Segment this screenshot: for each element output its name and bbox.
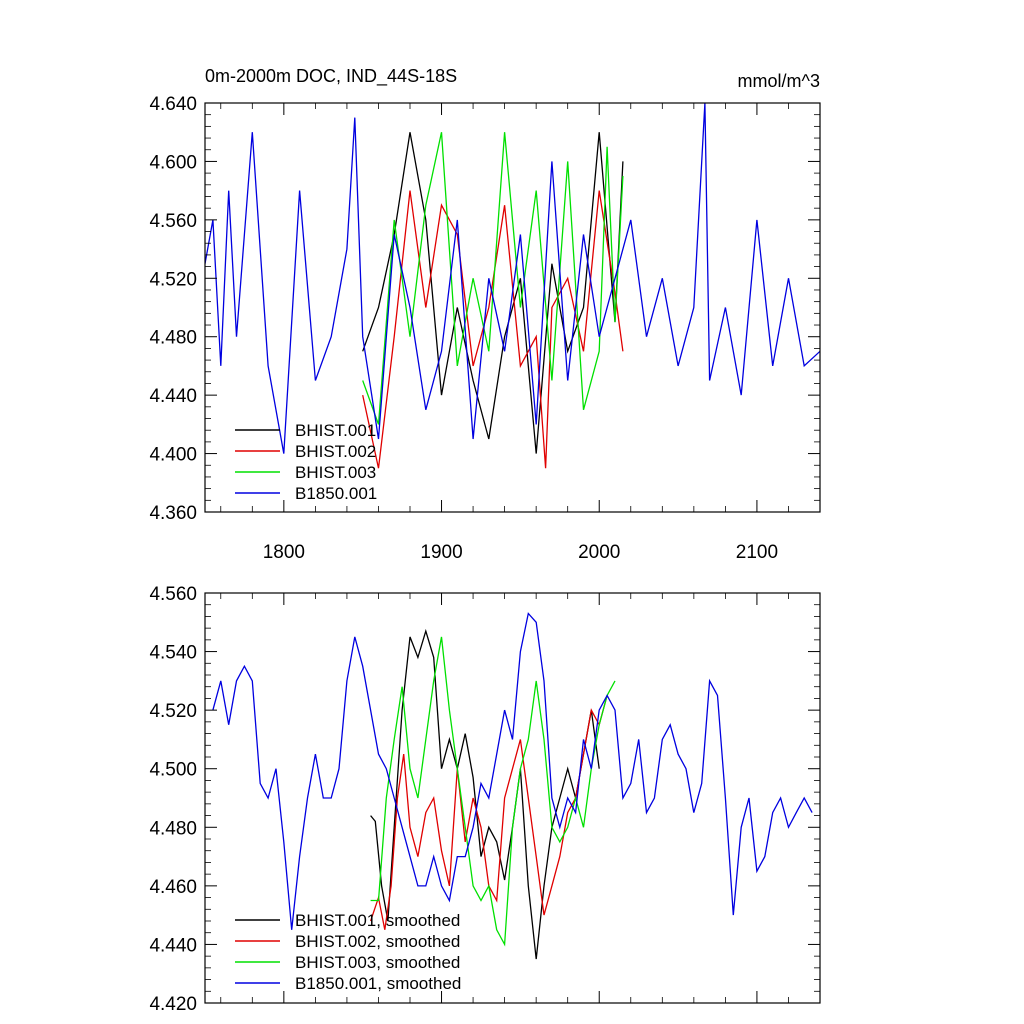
series-line-bhist-001: [362, 132, 624, 454]
series-group: [212, 612, 813, 960]
y-tick-label: 4.540: [149, 643, 197, 664]
legend-label: BHIST.001: [295, 421, 376, 440]
chart-units: mmol/m^3: [738, 71, 820, 91]
y-tick-label: 4.520: [149, 269, 197, 290]
series-group: [205, 103, 820, 469]
y-tick-label: 4.420: [149, 994, 197, 1015]
bottom-panel: 4.420 4.440 4.460 4.480 4.500 4.520 4.540 4.560…: [149, 584, 821, 1015]
y-tick-label: 4.520: [149, 701, 197, 722]
top-panel: 4.360 4.400 4.440 4.480 4.520 4.560 4.600 4.640…: [149, 94, 821, 563]
series-line-b1850-001: [212, 612, 813, 930]
y-tick-label: 4.500: [149, 760, 197, 781]
y-tick-label: 4.480: [149, 328, 197, 349]
series-line-bhist-003: [362, 132, 624, 425]
y-tick-label: 4.460: [149, 877, 197, 898]
y-tick-label: 4.440: [149, 935, 197, 956]
series-line-bhist-002: [362, 190, 624, 469]
y-tick-label: 4.640: [149, 94, 197, 115]
x-tick-label: 2000: [578, 542, 620, 563]
legend-label: BHIST.003: [295, 463, 376, 482]
legend-label: BHIST.001, smoothed: [295, 911, 460, 930]
y-tick-label: 4.440: [149, 386, 197, 407]
chart-title: 0m-2000m DOC, IND_44S-18S: [205, 66, 457, 87]
legend-label: BHIST.003, smoothed: [295, 953, 460, 972]
legend-label: BHIST.002: [295, 442, 376, 461]
series-line-bhist-003: [370, 636, 616, 947]
y-tick-label: 4.480: [149, 818, 197, 839]
x-tick-label: 2100: [736, 542, 778, 563]
series-line-bhist-002: [369, 695, 608, 930]
y-tick-label: 4.360: [149, 503, 197, 524]
x-tick-label: 1900: [420, 542, 462, 563]
y-tick-label: 4.600: [149, 152, 197, 173]
legend-label: BHIST.002, smoothed: [295, 932, 460, 951]
legend-label: B1850.001, smoothed: [295, 974, 461, 993]
series-line-b1850-001: [205, 103, 820, 454]
x-tick-label: 1800: [263, 542, 305, 563]
series-line-bhist-001: [370, 628, 600, 960]
plot-frame: [204, 102, 821, 513]
plot-frame: [204, 592, 821, 1004]
legend-label: B1850.001: [295, 484, 377, 503]
y-tick-label: 4.560: [149, 584, 197, 605]
y-tick-label: 4.400: [149, 445, 197, 466]
y-tick-label: 4.560: [149, 211, 197, 232]
